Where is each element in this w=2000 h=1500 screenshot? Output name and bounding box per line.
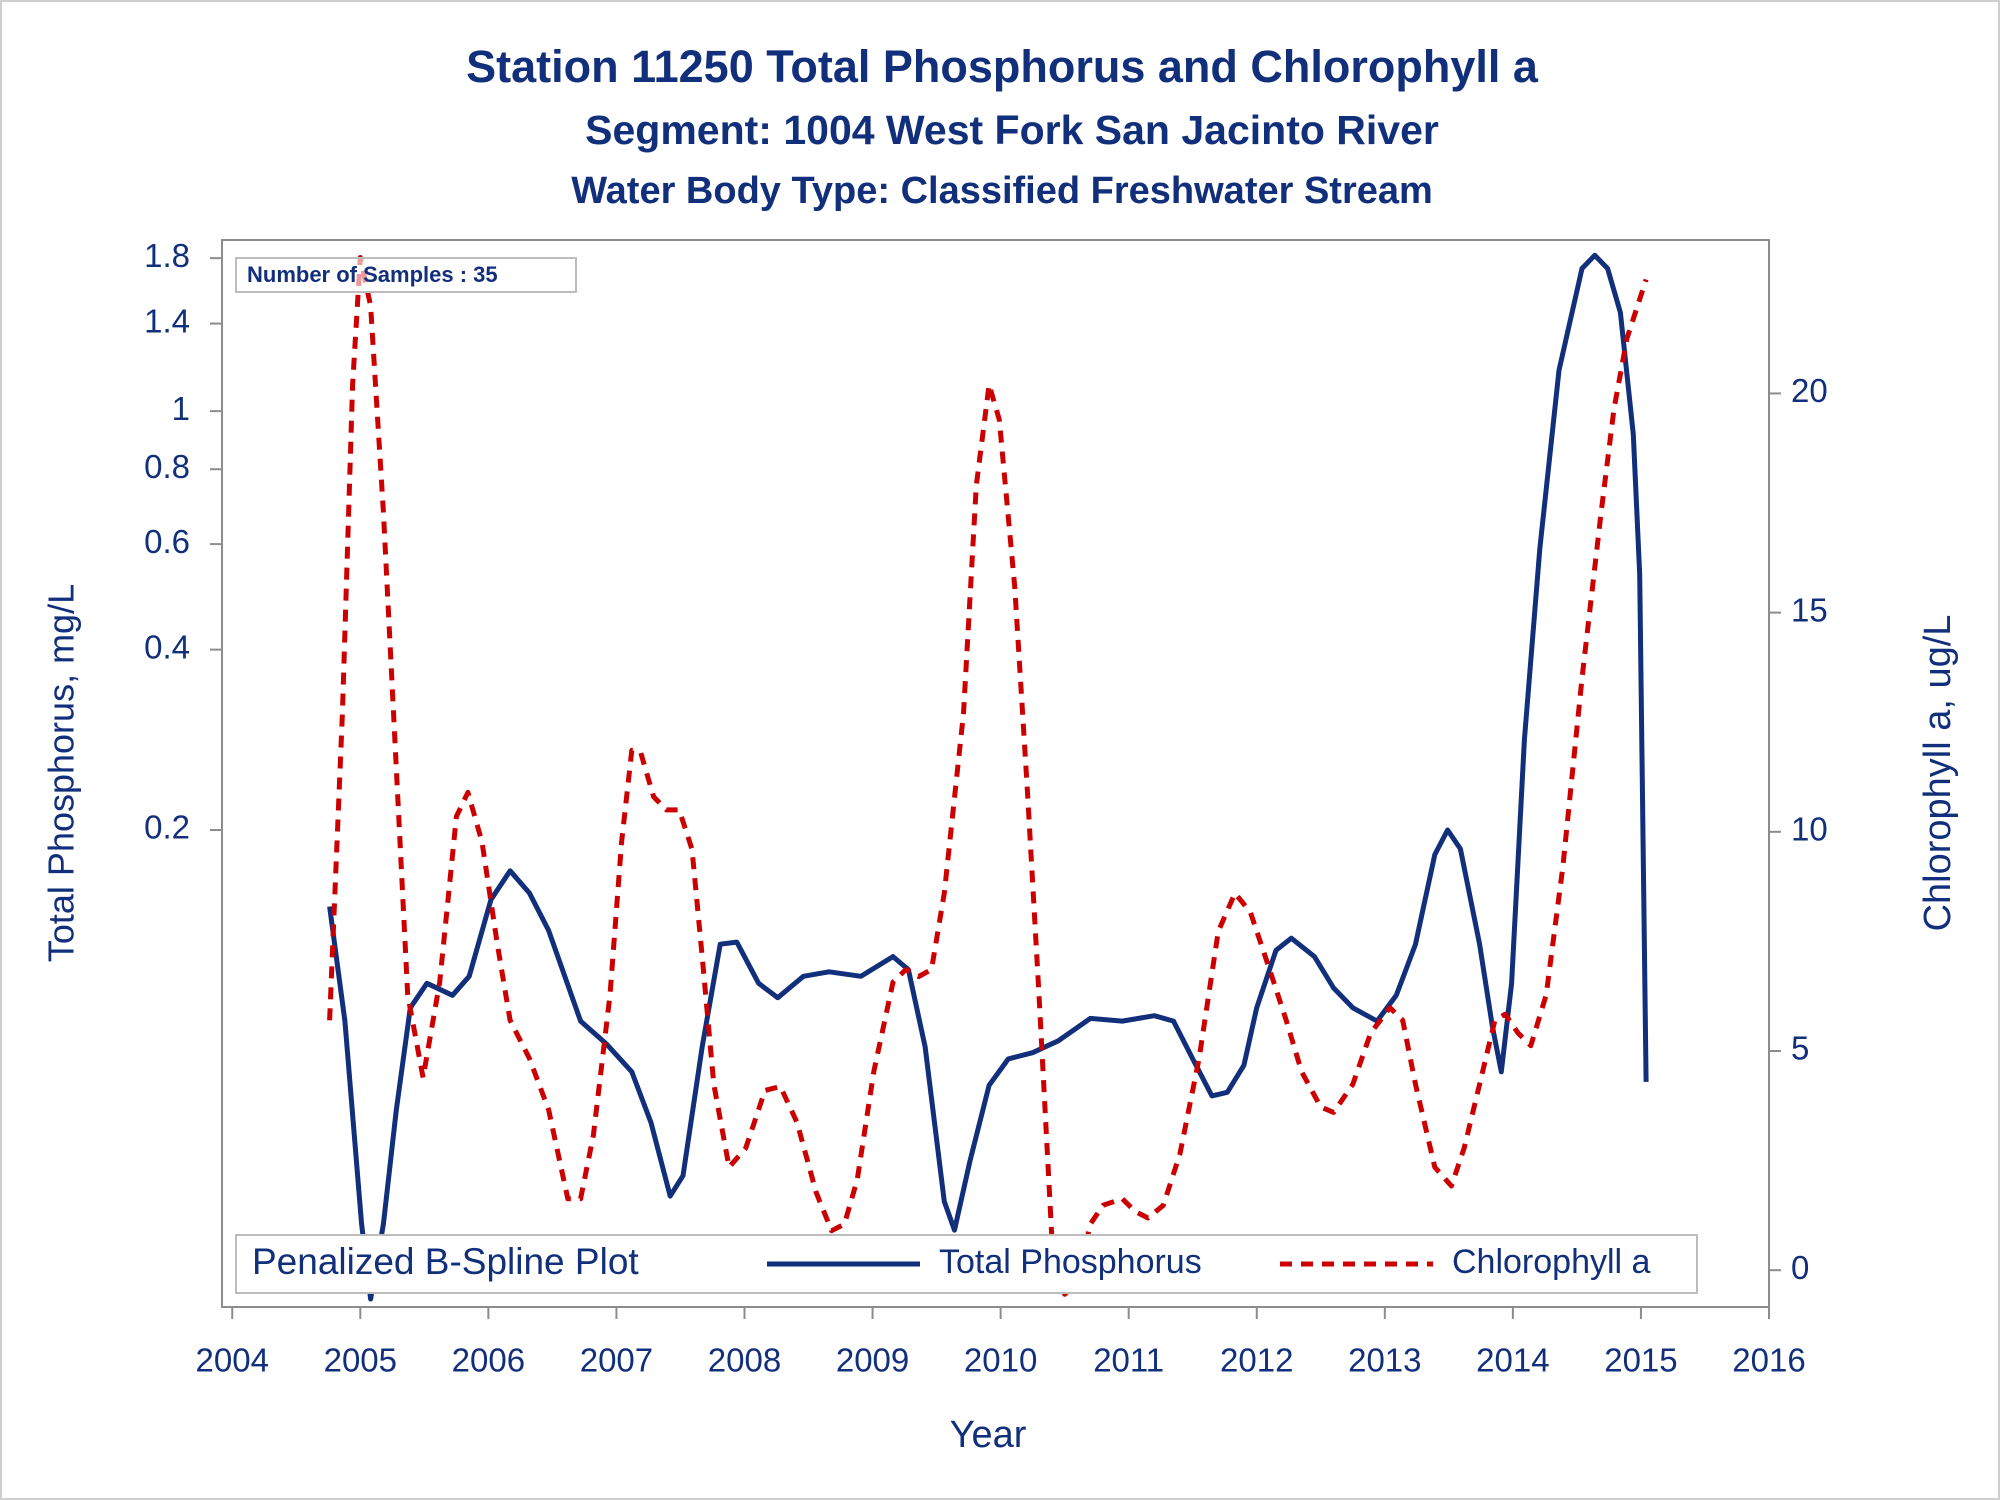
x-tick-label: 2015: [1604, 1342, 1677, 1379]
y-tick-label: 1.4: [144, 302, 190, 339]
x-axis-label: Year: [950, 1414, 1027, 1456]
x-tick-label: 2016: [1732, 1342, 1805, 1379]
data-line: [327, 255, 1649, 1297]
x-tick-label: 2014: [1476, 1342, 1549, 1379]
legend-box: [235, 1234, 1698, 1294]
x-tick-label: 2010: [964, 1342, 1037, 1379]
chart-subtitle: Water Body Type: Classified Freshwater S…: [571, 170, 1433, 212]
plot-area: [221, 239, 1770, 1308]
annotation: Number of Samples : 35: [247, 262, 498, 287]
y-tick-label: 0.6: [144, 523, 190, 560]
y2-axis-label: Chlorophyll a, ug/L: [1917, 615, 1959, 932]
x-tick-label: 2012: [1220, 1342, 1293, 1379]
annotation-box: [235, 257, 577, 293]
chart-subtitle: Segment: 1004 West Fork San Jacinto Rive…: [585, 107, 1439, 153]
x-tick-label: 2004: [196, 1342, 269, 1379]
y-tick-label: 0.2: [144, 809, 190, 846]
y2-tick-label: 15: [1791, 591, 1828, 628]
legend-title: Penalized B-Spline Plot: [252, 1241, 639, 1282]
y2-tick-label: 10: [1791, 811, 1828, 848]
x-tick-label: 2009: [836, 1342, 909, 1379]
y-tick-label: 0.4: [144, 628, 190, 665]
y2-tick-label: 0: [1791, 1249, 1809, 1286]
chart-title: Station 11250 Total Phosphorus and Chlor…: [466, 41, 1539, 92]
y-tick-label: 1: [172, 390, 190, 427]
legend-label: Total Phosphorus: [939, 1243, 1202, 1281]
x-tick-label: 2005: [324, 1342, 397, 1379]
data-line: [327, 252, 1649, 1302]
y-tick-label: 0.8: [144, 448, 190, 485]
y2-tick-label: 5: [1791, 1030, 1809, 1067]
x-tick-label: 2011: [1093, 1342, 1164, 1379]
x-tick-label: 2013: [1348, 1342, 1421, 1379]
y2-tick-label: 20: [1791, 372, 1828, 409]
x-tick-label: 2006: [452, 1342, 525, 1379]
y-axis-label: Total Phosphorus, mg/L: [41, 584, 82, 962]
x-tick-label: 2007: [580, 1342, 653, 1379]
y-tick-label: 1.8: [144, 237, 190, 274]
legend-label: Chlorophyll a: [1452, 1243, 1651, 1281]
x-tick-label: 2008: [708, 1342, 781, 1379]
